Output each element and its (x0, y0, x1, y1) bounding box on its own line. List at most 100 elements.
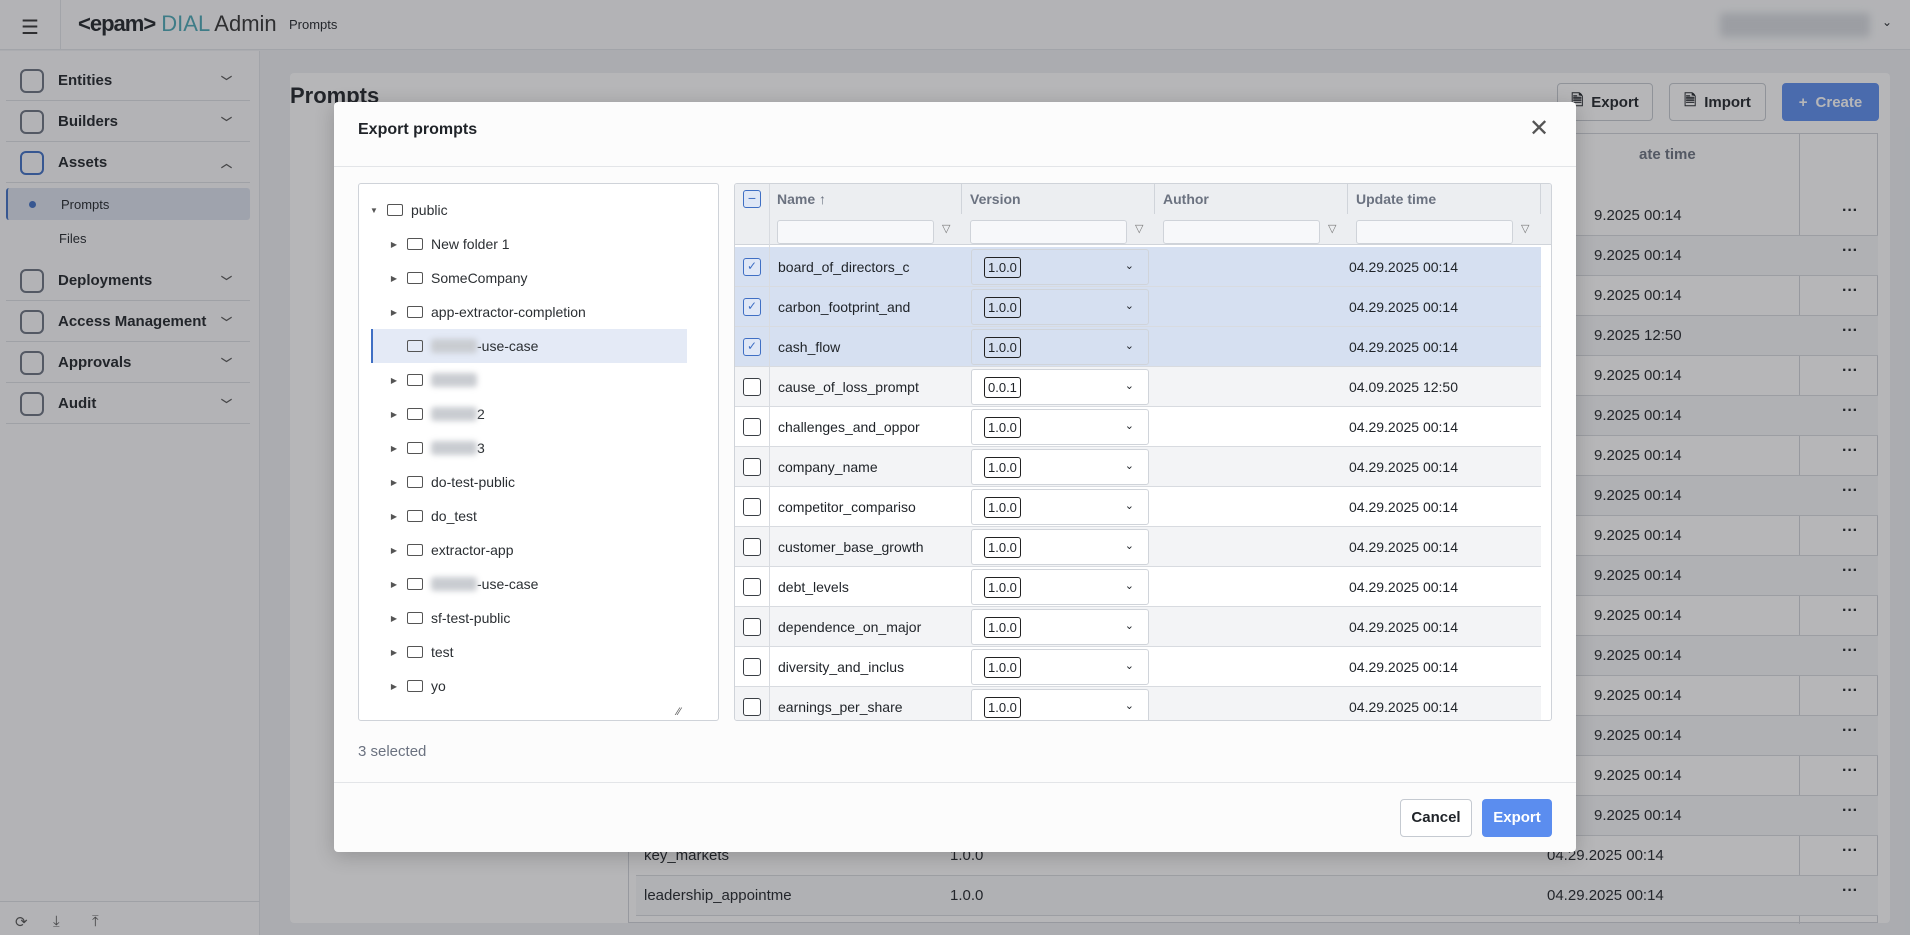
version-select[interactable]: 1.0.0 ⌄ (971, 249, 1149, 285)
caret-right-icon[interactable]: ▶ (390, 647, 398, 657)
more-actions-icon[interactable]: ··· (1842, 642, 1858, 659)
sidebar-subitem-prompts[interactable]: Prompts (6, 188, 250, 220)
table-row[interactable]: customer_base_growth 1.0.0 ⌄ 04.29.2025 00:… (735, 527, 1541, 567)
sidebar-item-access-management[interactable]: Access Management ﹀ (6, 302, 250, 342)
caret-down-icon[interactable]: ▼ (370, 205, 378, 215)
refresh-icon[interactable]: ⟳ (15, 914, 28, 931)
filter-input[interactable] (970, 220, 1127, 244)
caret-right-icon[interactable]: ▶ (390, 545, 398, 555)
table-row[interactable]: ✓ board_of_directors_c 1.0.0 ⌄ 04.29.2025 00… (735, 247, 1541, 287)
caret-right-icon[interactable]: ▶ (390, 613, 398, 623)
filter-input[interactable] (777, 220, 934, 244)
user-menu[interactable] (1720, 13, 1870, 37)
checkbox[interactable] (743, 618, 761, 636)
tree-node[interactable]: ▶ test (387, 635, 454, 669)
tree-node[interactable]: ▶ do_test (387, 499, 477, 533)
logo[interactable]: <epam> DIAL Admin (78, 11, 277, 37)
chevron-down-icon[interactable]: ⌄ (1882, 15, 1893, 29)
more-actions-icon[interactable]: ··· (1842, 722, 1858, 739)
table-row[interactable]: cause_of_loss_prompt 0.0.1 ⌄ 04.09.2025 12:… (735, 367, 1541, 407)
version-select[interactable]: 1.0.0 ⌄ (971, 489, 1149, 525)
filter-icon[interactable]: ▽ (1135, 223, 1144, 235)
table-row[interactable]: earnings_per_share 1.0.0 ⌄ 04.29.2025 00:14 (735, 687, 1541, 720)
table-row[interactable]: ✓ carbon_footprint_and 1.0.0 ⌄ 04.29.2025 00… (735, 287, 1541, 327)
checkbox[interactable] (743, 418, 761, 436)
tree-node[interactable]: -use-case (371, 329, 687, 363)
table-row[interactable]: company_name 1.0.0 ⌄ 04.29.2025 00:14 (735, 447, 1541, 487)
export-confirm-button[interactable]: Export (1482, 799, 1552, 837)
column-header-author[interactable]: Author (1155, 184, 1348, 214)
cancel-button[interactable]: Cancel (1400, 799, 1472, 837)
more-actions-icon[interactable]: ··· (1842, 362, 1858, 379)
more-actions-icon[interactable]: ··· (1842, 842, 1858, 859)
checkbox[interactable] (743, 538, 761, 556)
caret-right-icon[interactable]: ▶ (390, 375, 398, 385)
more-actions-icon[interactable]: ··· (1842, 242, 1858, 259)
sidebar-item-assets[interactable]: Assets ︿ (6, 143, 250, 183)
column-header-name[interactable]: Name ↑ (769, 184, 962, 214)
resize-handle[interactable]: ⁄⁄ (677, 706, 681, 718)
more-actions-icon[interactable]: ··· (1842, 682, 1858, 699)
sidebar-item-entities[interactable]: Entities ﹀ (6, 61, 250, 101)
version-select[interactable]: 1.0.0 ⌄ (971, 449, 1149, 485)
checkbox[interactable] (743, 458, 761, 476)
checkbox-checked[interactable]: ✓ (743, 258, 761, 276)
more-actions-icon[interactable]: ··· (1842, 522, 1858, 539)
tree-node[interactable]: ▶ -use-case (387, 567, 539, 601)
caret-right-icon[interactable]: ▶ (390, 511, 398, 521)
tree-node[interactable]: ▶ app-extractor-completion (387, 295, 586, 329)
tree-node[interactable]: ▼ public (367, 193, 448, 227)
caret-right-icon[interactable]: ▶ (390, 443, 398, 453)
column-header-update-time[interactable]: Update time (1348, 184, 1541, 214)
filter-icon[interactable]: ▽ (1328, 223, 1337, 235)
tree-node[interactable]: ▶ extractor-app (387, 533, 514, 567)
tree-node[interactable]: ▶ 3 (387, 431, 485, 465)
version-select[interactable]: 1.0.0 ⌄ (971, 689, 1149, 720)
tree-node[interactable]: ▶ sf-test-public (387, 601, 510, 635)
caret-right-icon[interactable]: ▶ (390, 273, 398, 283)
version-select[interactable]: 1.0.0 ⌄ (971, 289, 1149, 325)
table-row[interactable]: competitor_compariso 1.0.0 ⌄ 04.29.2025 00:… (735, 487, 1541, 527)
import-button[interactable]: 🗎 Import (1669, 83, 1766, 121)
filter-input[interactable] (1163, 220, 1320, 244)
version-select[interactable]: 1.0.0 ⌄ (971, 409, 1149, 445)
tree-node[interactable]: ▶ (387, 363, 477, 397)
table-row[interactable]: challenges_and_oppor 1.0.0 ⌄ 04.29.2025 00:… (735, 407, 1541, 447)
checkbox[interactable] (743, 578, 761, 596)
upload-icon[interactable]: ⤒ (92, 913, 99, 930)
download-icon[interactable]: ⤓ (53, 913, 60, 930)
more-actions-icon[interactable]: ··· (1842, 762, 1858, 779)
checkbox[interactable] (743, 658, 761, 676)
caret-right-icon[interactable]: ▶ (390, 477, 398, 487)
create-button[interactable]: + Create (1782, 83, 1879, 121)
tree-node[interactable]: ▶ New folder 1 (387, 227, 510, 261)
breadcrumb[interactable]: Prompts (289, 17, 338, 32)
checkbox[interactable] (743, 378, 761, 396)
version-select[interactable]: 0.0.1 ⌄ (971, 369, 1149, 405)
table-row[interactable]: leadership_appointme 1.0.0 04.29.2025 00:1… (636, 876, 1878, 916)
checkbox-checked[interactable]: ✓ (743, 338, 761, 356)
version-select[interactable]: 1.0.0 ⌄ (971, 329, 1149, 365)
caret-right-icon[interactable]: ▶ (390, 239, 398, 249)
more-actions-icon[interactable]: ··· (1842, 282, 1858, 299)
checkbox[interactable] (743, 498, 761, 516)
filter-icon[interactable]: ▽ (942, 223, 951, 235)
tree-node[interactable]: ▶ do-test-public (387, 465, 515, 499)
version-select[interactable]: 1.0.0 ⌄ (971, 609, 1149, 645)
sidebar-subitem-files[interactable]: Files (6, 222, 250, 254)
select-all-checkbox[interactable]: − (743, 190, 761, 208)
table-row[interactable]: dependence_on_major 1.0.0 ⌄ 04.29.2025 00:1… (735, 607, 1541, 647)
more-actions-icon[interactable]: ··· (1842, 322, 1858, 339)
table-row[interactable]: diversity_and_inclus 1.0.0 ⌄ 04.29.2025 00:… (735, 647, 1541, 687)
filter-icon[interactable]: ▽ (1521, 223, 1530, 235)
table-row[interactable]: debt_levels 1.0.0 ⌄ 04.29.2025 00:14 (735, 567, 1541, 607)
sidebar-item-builders[interactable]: Builders ﹀ (6, 102, 250, 142)
table-row[interactable]: ✓ cash_flow 1.0.0 ⌄ 04.29.2025 00:14 (735, 327, 1541, 367)
column-header-version[interactable]: Version (962, 184, 1155, 214)
caret-right-icon[interactable]: ▶ (390, 681, 398, 691)
checkbox-checked[interactable]: ✓ (743, 298, 761, 316)
tree-node[interactable]: ▶ 2 (387, 397, 485, 431)
version-select[interactable]: 1.0.0 ⌄ (971, 569, 1149, 605)
checkbox[interactable] (743, 698, 761, 716)
sidebar-item-audit[interactable]: Audit ﹀ (6, 384, 250, 424)
